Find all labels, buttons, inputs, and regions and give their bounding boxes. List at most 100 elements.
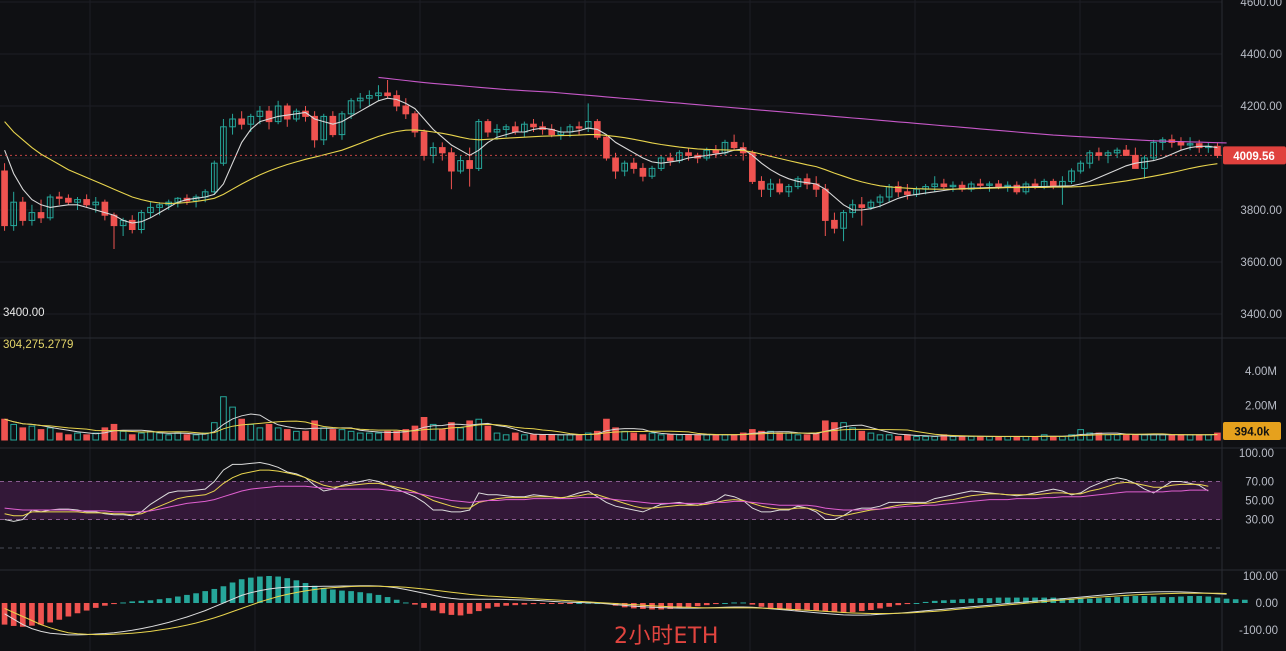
volume-bar [730,434,738,441]
macd-tick-label: 100.00 [1243,571,1278,583]
macd-histogram-bar [184,594,190,603]
macd-histogram-bar [56,603,63,620]
macd-histogram-bar [858,603,865,612]
candle-body [484,121,492,133]
candle-body [229,118,236,128]
volume-bar [1195,434,1203,441]
volume-bar [904,434,911,441]
macd-line [4,585,1227,636]
candle-body [238,118,245,125]
candle-body [995,183,1002,188]
macd-histogram-bar [1187,595,1193,603]
volume-bar [1013,436,1021,441]
ma-long-line [378,76,1227,144]
volume-bar [375,432,382,441]
candle-body [448,152,455,172]
rsi-lines [4,461,1209,522]
macd-histogram-bar [1232,599,1239,603]
macd-histogram-bar [1068,598,1075,603]
macd-histogram-bar [19,603,26,627]
volume-bar [19,427,27,441]
candle-body [293,110,300,120]
macd-histogram-bar [494,603,500,607]
candle-body [147,206,154,214]
macd-histogram-bar [822,603,829,612]
volume-bar [420,417,428,441]
macd-histogram-bar [840,603,847,613]
volume-bar [356,432,364,441]
last-price-tag [1223,146,1286,165]
volume-bar [1086,432,1094,441]
macd-histogram-bar [922,601,929,603]
macd-histogram-bar [1059,598,1066,603]
macd-histogram-bar [1159,597,1166,603]
volume-bar [885,434,893,441]
macd-histogram-bar [320,587,327,603]
candle-body [1068,170,1075,182]
candle-body [1132,154,1139,169]
candle-body [283,105,291,120]
macd-histogram-bar [1169,597,1175,603]
macd-histogram-bar [1241,599,1248,603]
volume-bar [493,432,501,441]
macd-histogram-bar [211,588,218,603]
volume-bar [384,430,391,441]
macd-histogram-bar [548,603,555,604]
candle-body [210,162,218,193]
candle-body [530,123,537,128]
volume-bar [347,430,355,441]
volume-bar [165,434,173,441]
macd-histogram-bar [102,603,108,606]
macd-histogram-bar [813,603,820,611]
candle-body [639,167,647,177]
candle-body [986,183,993,186]
volume-bar [530,434,537,441]
volume-bars [1,396,1221,441]
volume-bar [840,422,847,441]
macd-histogram-bar [977,598,984,603]
price-tick-label: 3800.00 [1240,205,1282,217]
macd-histogram-bar [1141,595,1148,603]
macd-histogram-bar [29,603,35,626]
macd-histogram-bar [886,603,892,607]
candle-body [940,183,948,188]
volume-bar [74,432,81,441]
volume-bar [92,432,100,441]
volume-bar [484,425,492,441]
macd-histogram-bar [302,583,309,603]
candle-body [329,115,337,136]
volume-bar [630,432,638,441]
volume-bar [584,432,592,441]
macd-histogram-bar [694,603,701,607]
candle-body [803,178,811,185]
macd-histogram-bar [1,603,8,625]
volume-bar [849,427,856,441]
macd-histogram-bar [393,599,400,603]
macd-histogram-bar [950,599,956,603]
candle-body [1013,184,1021,193]
candle-body [867,201,875,208]
macd-histogram-bar [402,602,409,604]
macd-histogram-bar [539,603,546,604]
volume-bar [521,434,528,441]
macd-histogram-bar [330,589,336,603]
candle-body [156,204,163,208]
candle-body [1150,141,1157,159]
volume-bar [311,420,318,441]
volume-bar [183,434,191,441]
candle-body [1113,149,1121,154]
macd-histogram-bar [722,603,728,604]
volume-bar [265,423,273,441]
candle-body [375,92,382,97]
volume-bar [502,434,510,441]
macd-histogram-bar [995,597,1002,603]
price-tick-label: 4200.00 [1240,101,1282,113]
price-min-label: 3400.00 [3,307,45,319]
volume-tick-label: 4.00M [1245,366,1277,378]
volume-bar [867,432,875,441]
candle-body [74,199,81,203]
candle-body [749,152,756,182]
volume-bar [101,427,109,441]
macd-histogram-bar [703,603,710,606]
